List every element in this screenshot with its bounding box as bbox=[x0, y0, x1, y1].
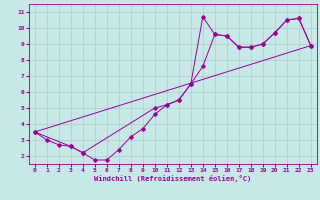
X-axis label: Windchill (Refroidissement éolien,°C): Windchill (Refroidissement éolien,°C) bbox=[94, 175, 252, 182]
